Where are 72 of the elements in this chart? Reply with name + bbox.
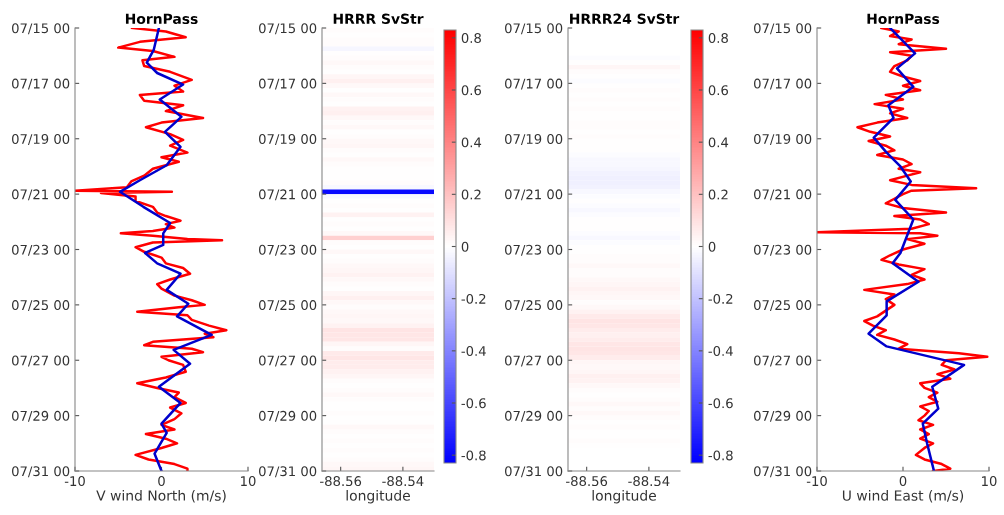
y-tick-label: 07/17 00 [259, 78, 317, 90]
y-tick-label: 07/27 00 [259, 355, 317, 367]
y-tick-label: 07/29 00 [259, 410, 317, 422]
color-bar-label: 0.2 [461, 189, 481, 200]
color-bar-label: -0.2 [708, 293, 733, 304]
color-bar-label: -0.6 [708, 398, 733, 409]
y-tick-label: 07/19 00 [259, 133, 317, 145]
x-tick-label: -88.56 [566, 476, 608, 487]
color-bar-label: -0.8 [708, 450, 733, 461]
color-bar-label: 0.8 [708, 33, 728, 44]
color-bar-label: 0.6 [461, 85, 482, 96]
x-axis-title: longitude [346, 490, 410, 504]
y-tick-label: 07/23 00 [505, 244, 563, 256]
y-tick-label: 07/17 00 [12, 78, 70, 90]
y-tick-label: 07/25 00 [259, 300, 317, 312]
x-tick-label: -88.54 [628, 476, 670, 487]
chart-title: HRRR24 SvStr [570, 13, 680, 25]
y-tick-label: 07/17 00 [754, 78, 812, 90]
x-axis-title: V wind North (m/s) [96, 490, 226, 503]
color-bar-label: -0.4 [461, 346, 486, 357]
y-tick-label: 07/27 00 [505, 355, 563, 367]
chart-title: HRRR SvStr [333, 13, 424, 25]
y-tick-label: 07/25 00 [754, 300, 812, 312]
x-tick-label: 0 [158, 476, 165, 487]
y-tick-label: 07/31 00 [12, 466, 70, 478]
x-tick-label: -10 [806, 476, 827, 487]
chart-title: HornPass [125, 13, 198, 25]
y-tick-label: 07/23 00 [259, 244, 317, 256]
y-tick-label: 07/25 00 [505, 300, 563, 312]
y-tick-label: 07/15 00 [505, 23, 563, 35]
x-tick-label: 10 [982, 476, 997, 487]
y-tick-label: 07/21 00 [505, 189, 563, 201]
color-bar-label: 0.6 [708, 85, 729, 96]
color-bar-label: 0 [708, 241, 716, 252]
y-tick-label: 07/17 00 [505, 78, 563, 90]
x-tick-label: -10 [64, 476, 85, 487]
x-tick-label: 0 [899, 476, 907, 487]
color-bar-label: 0.8 [461, 33, 481, 44]
color-bar-label: -0.8 [461, 450, 486, 461]
x-axis-title: U wind East (m/s) [842, 490, 964, 503]
x-tick-label: 10 [241, 476, 256, 487]
y-tick-label: 07/21 00 [12, 189, 70, 201]
color-bar-label: -0.6 [461, 398, 486, 409]
y-tick-label: 07/19 00 [754, 133, 812, 145]
y-tick-label: 07/15 00 [12, 23, 70, 35]
y-tick-label: 07/31 00 [505, 466, 563, 478]
y-tick-label: 07/19 00 [12, 133, 70, 145]
chart-title: HornPass [867, 13, 940, 25]
color-bar-label: 0 [461, 241, 469, 252]
y-tick-label: 07/31 00 [754, 466, 812, 478]
color-bar-label: 0.4 [708, 137, 729, 148]
y-tick-label: 07/27 00 [754, 355, 812, 367]
y-tick-label: 07/29 00 [754, 410, 812, 422]
x-tick-label: -88.56 [320, 476, 362, 487]
y-tick-label: 07/31 00 [259, 466, 317, 478]
color-bar-label: -0.2 [461, 293, 486, 304]
color-bar-label: -0.4 [708, 346, 733, 357]
y-tick-label: 07/15 00 [259, 23, 317, 35]
color-bar-label: 0.2 [708, 189, 728, 200]
y-tick-label: 07/19 00 [505, 133, 563, 145]
y-tick-label: 07/21 00 [754, 189, 812, 201]
y-tick-label: 07/25 00 [12, 300, 70, 312]
y-tick-label: 07/21 00 [259, 189, 317, 201]
x-tick-label: -88.54 [382, 476, 424, 487]
y-tick-label: 07/27 00 [12, 355, 70, 367]
y-tick-label: 07/23 00 [754, 244, 812, 256]
x-axis-title: longitude [592, 490, 656, 504]
y-tick-label: 07/29 00 [505, 410, 563, 422]
color-bar-label: 0.4 [461, 137, 482, 148]
y-tick-label: 07/29 00 [12, 410, 70, 422]
y-tick-label: 07/23 00 [12, 244, 70, 256]
y-tick-label: 07/15 00 [754, 23, 812, 35]
